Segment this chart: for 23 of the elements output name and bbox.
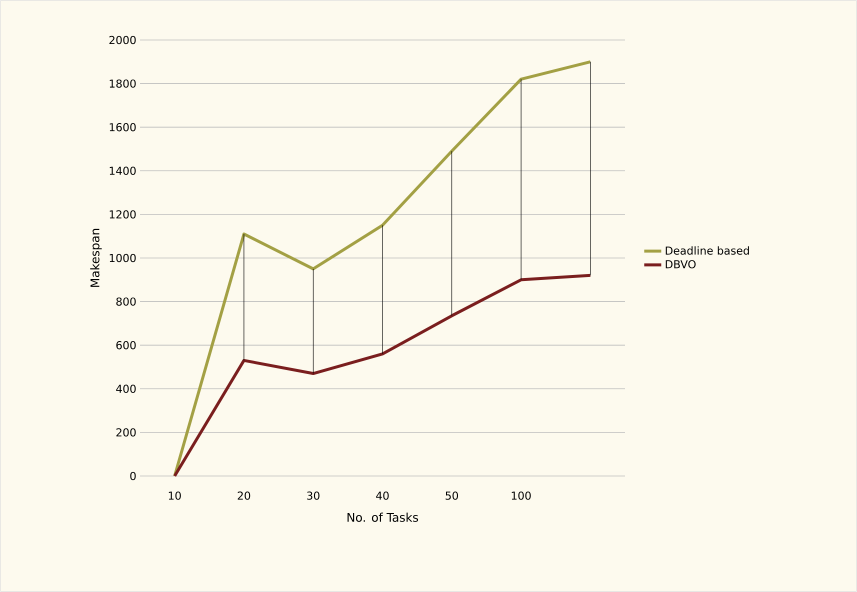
y-tick-label: 200	[116, 428, 136, 437]
y-tick-label: 1000	[110, 254, 136, 262]
y-tick-label: 1200	[110, 210, 136, 219]
x-axis-title: No. of Tasks	[348, 512, 418, 522]
x-tick-label: 30	[307, 492, 320, 500]
x-tick-label: 50	[446, 492, 458, 500]
y-tick-label: 1600	[110, 123, 136, 132]
y-tick-label: 600	[116, 341, 136, 350]
y-tick-label: 800	[116, 297, 136, 306]
legend-label: DBVO	[666, 260, 696, 268]
x-tick-label: 10	[168, 492, 181, 500]
y-tick-label: 400	[116, 384, 136, 393]
x-tick-label: 20	[238, 492, 250, 500]
line-series	[173, 60, 592, 478]
x-tick-label: 40	[376, 492, 389, 500]
x-tick-label: 100	[512, 492, 531, 500]
y-tick-label: 1800	[110, 79, 136, 88]
legend-label: Deadline based	[666, 246, 749, 255]
y-tick-label: 0	[130, 472, 136, 480]
y-axis-title: Makespan	[90, 228, 102, 287]
y-tick-label: 2000	[109, 36, 136, 44]
line-series	[173, 274, 592, 478]
y-tick-label: 1400	[110, 166, 136, 175]
